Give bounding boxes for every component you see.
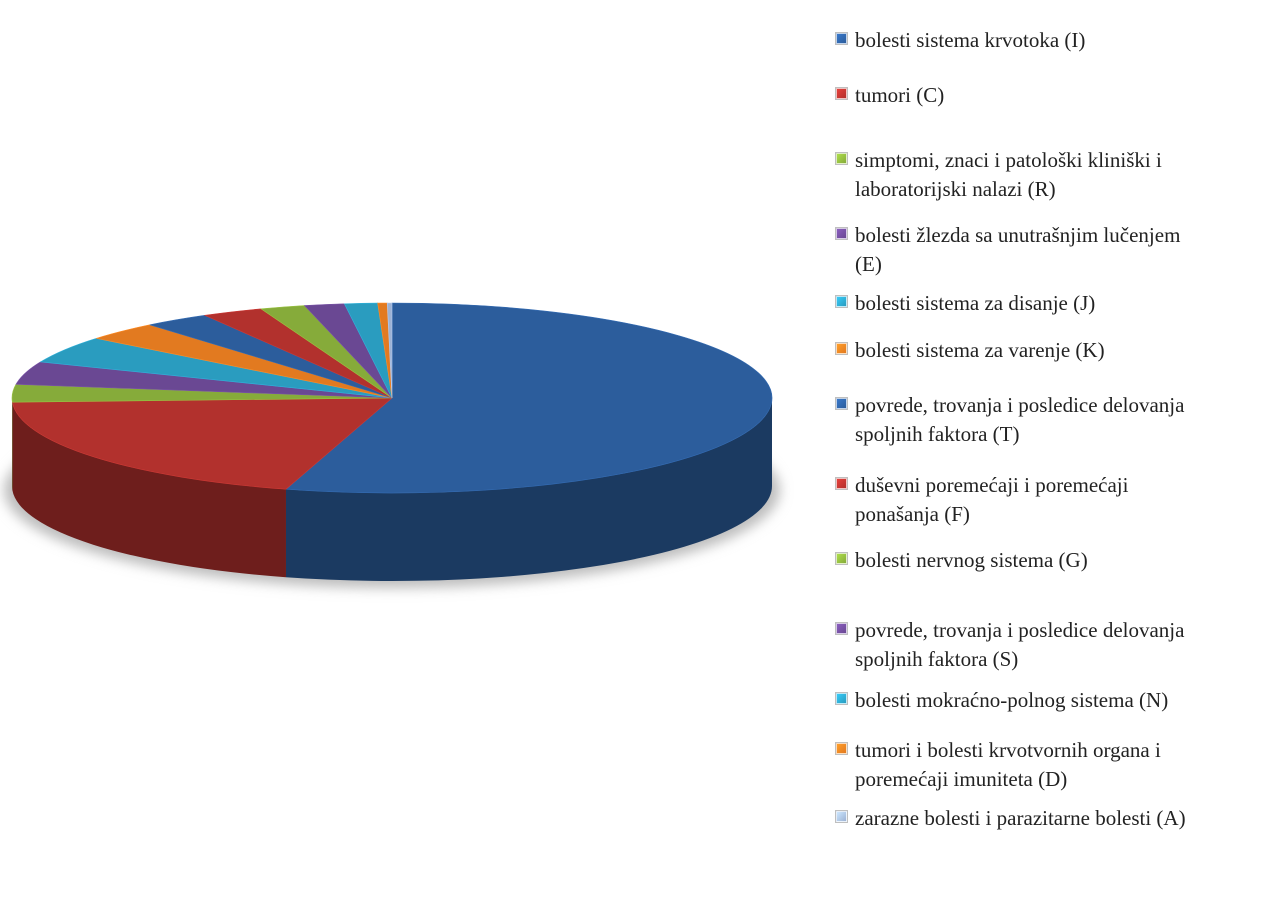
legend-entry: bolesti žlezda sa unutrašnjim lučenjem (… <box>836 221 1195 279</box>
chart <box>4 302 780 588</box>
pie-slice <box>12 397 393 490</box>
legend-label: povrede, trovanja i posledice delovanja … <box>855 618 1185 671</box>
pie-slice <box>386 302 393 399</box>
legend-entry: bolesti sistema krvotoka (I) <box>836 26 1270 55</box>
legend-label: bolesti sistema za disanje (J) <box>855 291 1096 315</box>
legend-swatch <box>836 88 847 99</box>
legend-entry: bolesti nervnog sistema (G) <box>836 546 1270 575</box>
legend-swatch <box>836 478 847 489</box>
legend-swatch <box>836 296 847 307</box>
legend-entry: bolesti sistema za disanje (J) <box>836 289 1270 318</box>
legend-swatch <box>836 228 847 239</box>
legend-swatch <box>836 343 847 354</box>
pie-slice <box>285 302 773 494</box>
pie-side <box>12 402 286 578</box>
legend-label: zarazne bolesti i parazitarne bolesti (A… <box>855 806 1186 830</box>
legend-entry: bolesti mokraćno-polnog sistema (N) <box>836 686 1270 715</box>
legend-entry: tumori (C) <box>836 81 1270 110</box>
pie-side <box>285 398 772 581</box>
legend-entry: povrede, trovanja i posledice delovanja … <box>836 616 1185 674</box>
legend-entry: simptomi, znaci i patološki kliniški i l… <box>836 146 1270 204</box>
legend-swatch <box>836 623 847 634</box>
legend-entry: duševni poremećaji i poremećaji ponašanj… <box>836 471 1200 529</box>
legend-label: bolesti sistema za varenje (K) <box>855 338 1105 362</box>
legend-swatch <box>836 811 847 822</box>
legend-swatch <box>836 743 847 754</box>
legend-label: simptomi, znaci i patološki kliniški i l… <box>855 148 1162 201</box>
legend-swatch <box>836 33 847 44</box>
legend-swatch <box>836 398 847 409</box>
legend-label: bolesti žlezda sa unutrašnjim lučenjem (… <box>855 223 1181 276</box>
legend-entry: zarazne bolesti i parazitarne bolesti (A… <box>836 804 1250 833</box>
legend-label: tumori i bolesti krvotvornih organa i po… <box>855 738 1161 791</box>
legend-label: bolesti nervnog sistema (G) <box>855 548 1088 572</box>
legend-swatch <box>836 153 847 164</box>
legend-entry: bolesti sistema za varenje (K) <box>836 336 1270 365</box>
legend-label: tumori (C) <box>855 83 945 107</box>
legend-label: povrede, trovanja i posledice delovanja … <box>855 393 1185 446</box>
legend-label: bolesti sistema krvotoka (I) <box>855 28 1086 52</box>
legend-entry: tumori i bolesti krvotvornih organa i po… <box>836 736 1255 794</box>
legend-label: bolesti mokraćno-polnog sistema (N) <box>855 688 1169 712</box>
legend-swatch <box>836 553 847 564</box>
legend-swatch <box>836 693 847 704</box>
legend-label: duševni poremećaji i poremećaji ponašanj… <box>855 473 1129 526</box>
legend-entry: povrede, trovanja i posledice delovanja … <box>836 391 1185 449</box>
